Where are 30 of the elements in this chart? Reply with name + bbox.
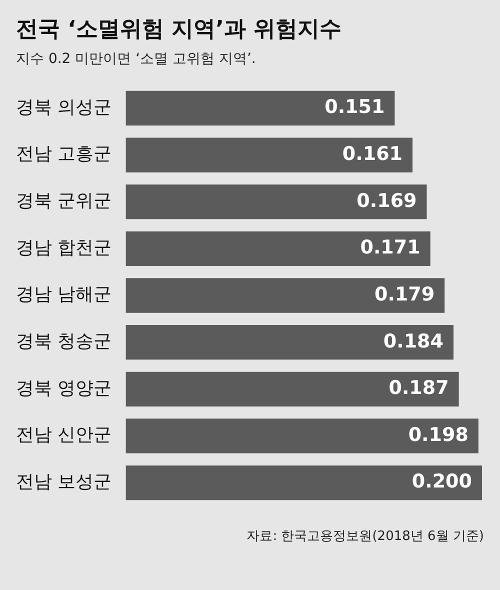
bar	[126, 325, 454, 360]
data-label: 0.200	[412, 470, 472, 493]
y-tick-label: 전남 고흥군	[16, 144, 112, 165]
bar	[126, 90, 395, 126]
y-tick-label: 경남 남해군	[16, 284, 112, 306]
bar	[126, 372, 459, 406]
y-tick-label: 경북 의성군	[16, 96, 112, 118]
data-label: 0.151	[324, 96, 385, 118]
text: 자료: 한국고용정보원(2018년 6월 기준)	[246, 528, 484, 545]
y-tick-label: 전남 신안군	[16, 424, 112, 446]
chart-title: 전국 ‘소멸위험 지역’과 위험지수	[16, 16, 343, 44]
y-tick-label: 경북 군위군	[16, 190, 112, 212]
data-label: 0.184	[383, 330, 444, 352]
y-tick-label: 경남 합천군	[16, 237, 112, 258]
data-label: 0.179	[374, 283, 435, 306]
data-label: 0.187	[388, 377, 449, 400]
bar	[126, 418, 478, 454]
data-label: 0.169	[356, 190, 417, 212]
data-label: 0.171	[360, 236, 420, 259]
bar	[126, 138, 413, 172]
data-label: 0.161	[342, 142, 403, 165]
data-label: 0.198	[408, 424, 468, 446]
bar	[126, 278, 445, 313]
bar	[126, 465, 482, 500]
bar	[126, 184, 427, 220]
y-tick-label: 경북 영양군	[16, 378, 112, 399]
y-tick-label: 경북 청송군	[16, 330, 112, 352]
bar	[126, 231, 430, 266]
chart-subtitle: 지수 0.2 미만이면 ‘소멸 고위험 지역’.	[16, 50, 257, 68]
y-tick-label: 전남 보성군	[16, 471, 112, 492]
